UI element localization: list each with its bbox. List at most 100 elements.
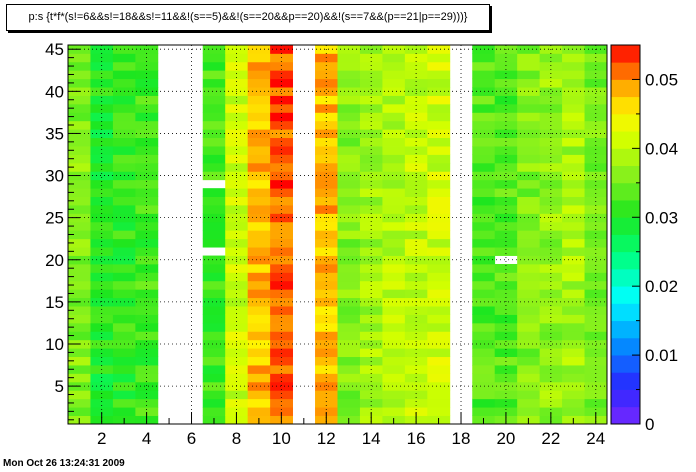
heatmap-cell-12-22	[315, 238, 338, 248]
heatmap-cell-7-3	[202, 398, 226, 408]
heatmap-cell-19-6	[472, 373, 496, 383]
heatmap-cell-15-43	[382, 61, 406, 71]
heatmap-cell-9-43	[247, 61, 271, 71]
heatmap-cell-17-20	[427, 255, 451, 265]
heatmap-cell-7-5	[202, 381, 226, 391]
heatmap-cell-9-8	[247, 356, 271, 366]
x-tick-label-24: 24	[586, 429, 605, 448]
heatmap-cell-16-21	[404, 247, 428, 256]
heatmap-cell-24-12	[584, 322, 608, 332]
heatmap-cell-13-19	[337, 263, 361, 273]
heatmap-cell-23-23	[562, 230, 585, 240]
heatmap-cell-9-27	[247, 196, 271, 206]
heatmap-cell-23-13	[562, 314, 585, 324]
heatmap-cell-3-18	[112, 272, 136, 282]
heatmap-cell-16-23	[404, 230, 428, 240]
heatmap-cell-16-38	[404, 103, 428, 113]
heatmap-cell-4-22	[135, 238, 159, 248]
heatmap-cell-4-37	[135, 112, 159, 122]
heatmap-cell-15-14	[382, 306, 406, 315]
chart-title-box: p:s {t*f*(s!=6&&s!=18&&s!=11&&!(s==5)&&!…	[6, 4, 490, 31]
heatmap-cell-1-37	[68, 112, 91, 122]
heatmap-cell-24-41	[584, 78, 608, 88]
heatmap-cell-20-22	[494, 238, 518, 248]
heatmap-cell-7-30	[202, 171, 226, 181]
heatmap-cell-3-33	[112, 146, 136, 155]
heatmap-cell-8-34	[225, 137, 249, 147]
heatmap-cell-19-16	[472, 289, 496, 299]
heatmap-cell-16-2	[404, 407, 428, 416]
heatmap-cell-7-6	[202, 373, 226, 383]
heatmap-cell-22-28	[539, 188, 563, 197]
heatmap-cell-15-7	[382, 365, 406, 374]
heatmap-cell-9-31	[247, 162, 271, 172]
heatmap-cell-23-8	[562, 356, 585, 366]
heatmap-cell-17-42	[427, 70, 451, 80]
heatmap-cell-8-4	[225, 390, 249, 400]
heatmap-cell-4-32	[135, 154, 159, 164]
heatmap-cell-23-40	[562, 87, 585, 96]
heatmap-cell-23-22	[562, 238, 585, 248]
heatmap-cell-15-42	[382, 70, 406, 80]
heatmap-cell-7-7	[202, 365, 226, 374]
heatmap-cell-22-11	[539, 331, 563, 341]
heatmap-cell-19-15	[472, 297, 496, 307]
heatmap-cell-24-34	[584, 137, 608, 147]
heatmap-cell-22-12	[539, 322, 563, 332]
heatmap-cell-14-9	[359, 348, 383, 358]
heatmap-cell-2-32	[90, 154, 114, 164]
heatmap-cell-17-4	[427, 390, 451, 400]
heatmap-cell-7-27	[202, 196, 226, 206]
heatmap-cell-14-23	[359, 230, 383, 240]
heatmap-cell-3-36	[112, 120, 136, 130]
heatmap-cell-19-44	[472, 53, 496, 63]
colorbar-segment-18	[611, 96, 640, 115]
heatmap-cell-14-2	[359, 407, 383, 416]
heatmap-cell-7-38	[202, 103, 226, 113]
heatmap-cell-16-31	[404, 162, 428, 172]
heatmap-cell-22-34	[539, 137, 563, 147]
heatmap-cell-13-13	[337, 314, 361, 324]
heatmap-cell-4-11	[135, 331, 159, 341]
heatmap-cell-9-37	[247, 112, 271, 122]
heatmap-cell-22-13	[539, 314, 563, 324]
heatmap-cell-23-3	[562, 398, 585, 408]
heatmap-cell-1-11	[68, 331, 91, 341]
heatmap-cell-14-39	[359, 95, 383, 105]
heatmap-cell-17-28	[427, 188, 451, 197]
x-tick-label-10: 10	[272, 429, 291, 448]
heatmap-cell-23-34	[562, 137, 585, 147]
heatmap-cell-9-28	[247, 188, 271, 197]
heatmap-cell-3-19	[112, 263, 136, 273]
heatmap-cell-1-29	[68, 179, 91, 189]
colorbar-segment-10	[611, 234, 640, 253]
heatmap-cell-10-15	[270, 297, 293, 307]
heatmap-cell-14-32	[359, 154, 383, 164]
heatmap-cell-9-15	[247, 297, 271, 307]
heatmap-cell-17-38	[427, 103, 451, 113]
heatmap-cell-20-30	[494, 171, 518, 181]
heatmap-cell-3-24	[112, 221, 136, 231]
heatmap-cell-3-42	[112, 70, 136, 80]
heatmap-cell-7-11	[202, 331, 226, 341]
heatmap-cell-20-11	[494, 331, 518, 341]
heatmap-cell-17-8	[427, 356, 451, 366]
heatmap-cell-21-14	[517, 306, 541, 315]
heatmap-cell-1-8	[68, 356, 91, 366]
heatmap-cell-19-28	[472, 188, 496, 197]
heatmap-cell-1-32	[68, 154, 91, 164]
heatmap-cell-10-10	[270, 339, 293, 349]
heatmap-cell-21-16	[517, 289, 541, 299]
heatmap-cell-7-35	[202, 129, 226, 139]
heatmap-cell-19-23	[472, 230, 496, 240]
heatmap-cell-22-10	[539, 339, 563, 349]
heatmap-cell-3-32	[112, 154, 136, 164]
heatmap-cell-4-14	[135, 306, 159, 315]
heatmap-cell-17-36	[427, 120, 451, 130]
heatmap-cell-19-4	[472, 390, 496, 400]
heatmap-cell-7-16	[202, 289, 226, 299]
y-tick-label-35: 35	[45, 124, 64, 143]
heatmap-cell-21-13	[517, 314, 541, 324]
heatmap-cell-13-37	[337, 112, 361, 122]
heatmap-cell-10-34	[270, 137, 293, 147]
